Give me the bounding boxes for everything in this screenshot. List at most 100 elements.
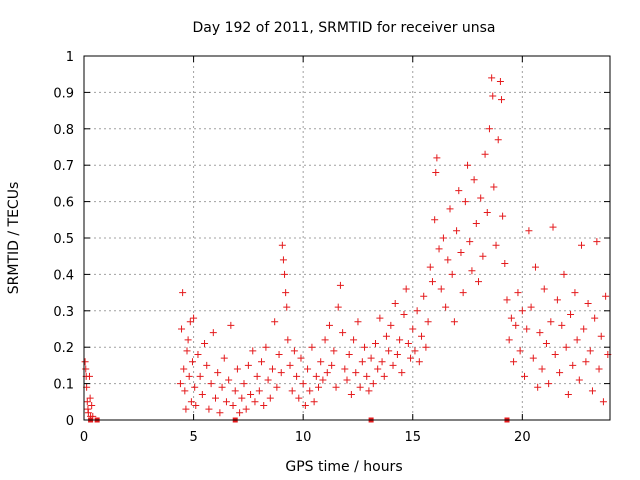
data-point: [186, 318, 194, 326]
x-tick-label: 0: [80, 430, 88, 445]
data-point: [86, 394, 94, 402]
data-point: [369, 380, 377, 388]
data-point: [510, 358, 518, 366]
y-tick-label: 0.3: [53, 305, 74, 320]
data-point: [182, 405, 190, 413]
data-point: [336, 281, 344, 289]
data-point: [435, 245, 443, 253]
data-point: [489, 92, 497, 100]
data-point: [450, 318, 458, 326]
data-point: [485, 125, 493, 133]
data-point: [468, 267, 476, 275]
data-point: [580, 325, 588, 333]
data-point: [317, 358, 325, 366]
data-point: [278, 241, 286, 249]
data-point: [315, 383, 323, 391]
data-point: [378, 358, 386, 366]
data-point: [402, 285, 410, 293]
data-point: [418, 332, 426, 340]
data-point: [301, 401, 309, 409]
data-point: [304, 365, 312, 373]
data-point: [591, 314, 599, 322]
data-point: [176, 380, 184, 388]
data-point: [470, 176, 478, 184]
data-point: [432, 168, 440, 176]
data-point: [556, 369, 564, 377]
x-tick-label: 10: [295, 430, 312, 445]
data-point: [382, 332, 390, 340]
data-point: [81, 358, 89, 366]
data-point: [196, 372, 204, 380]
data-point: [573, 336, 581, 344]
data-point: [575, 376, 583, 384]
data-point: [266, 394, 274, 402]
data-point: [512, 321, 520, 329]
data-point: [262, 343, 270, 351]
data-point: [542, 340, 550, 348]
x-tick-label: 20: [514, 430, 531, 445]
data-point: [525, 227, 533, 235]
data-point: [321, 336, 329, 344]
data-point: [225, 376, 233, 384]
data-point: [229, 401, 237, 409]
y-tick-label: 0.6: [53, 196, 74, 211]
data-point: [586, 347, 594, 355]
data-point: [281, 270, 289, 278]
data-point: [332, 383, 340, 391]
data-point: [190, 314, 198, 322]
data-point: [477, 194, 485, 202]
data-point: [599, 398, 607, 406]
data-point: [448, 270, 456, 278]
y-tick-label: 0.1: [53, 378, 74, 393]
data-point: [446, 205, 454, 213]
data-point: [358, 358, 366, 366]
y-tick-label: 0.7: [53, 159, 74, 174]
data-point: [216, 409, 224, 417]
data-point: [249, 347, 257, 355]
data-point: [244, 361, 252, 369]
data-point: [325, 321, 333, 329]
data-point: [339, 329, 347, 337]
data-point: [472, 219, 480, 227]
data-point: [352, 369, 360, 377]
data-point: [207, 380, 215, 388]
data-point: [268, 365, 276, 373]
data-point: [299, 380, 307, 388]
data-point: [597, 332, 605, 340]
data-point: [538, 365, 546, 373]
data-point: [264, 376, 272, 384]
data-point: [558, 321, 566, 329]
x-tick-label: 15: [404, 430, 421, 445]
data-point: [521, 372, 529, 380]
data-point: [501, 259, 509, 267]
data-point: [345, 350, 353, 358]
data-point: [464, 161, 472, 169]
data-point: [444, 256, 452, 264]
data-point: [540, 285, 548, 293]
data-point: [385, 347, 393, 355]
data-point: [422, 343, 430, 351]
data-point: [588, 387, 596, 395]
y-tick-label: 0: [66, 414, 74, 429]
data-point: [293, 372, 301, 380]
data-point: [536, 329, 544, 337]
data-point: [330, 347, 338, 355]
data-point: [527, 303, 535, 311]
data-point: [437, 285, 445, 293]
data-point: [498, 96, 506, 104]
data-point: [433, 154, 441, 162]
data-point: [181, 387, 189, 395]
data-point: [231, 387, 239, 395]
data-point: [404, 340, 412, 348]
grid-lines: [84, 56, 610, 420]
data-point: [222, 398, 230, 406]
data-point: [593, 238, 601, 246]
data-point: [453, 227, 461, 235]
data-point: [545, 380, 553, 388]
data-point: [275, 350, 283, 358]
data-point: [466, 238, 474, 246]
data-point: [288, 387, 296, 395]
data-point: [582, 358, 590, 366]
data-points: [81, 74, 612, 420]
data-point: [260, 401, 268, 409]
